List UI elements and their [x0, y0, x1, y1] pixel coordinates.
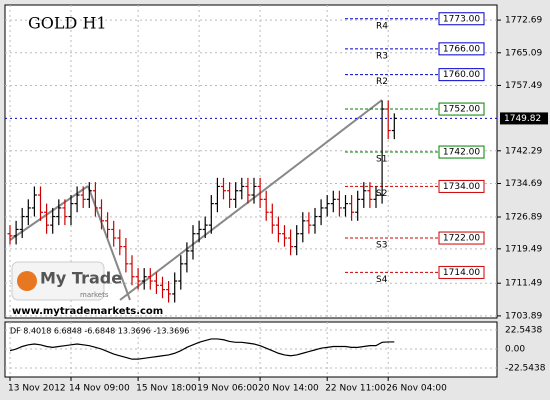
- x-tick-label: 22 Nov 11:00: [325, 384, 386, 394]
- level-box: [438, 231, 485, 245]
- level-name: R3: [376, 51, 388, 61]
- axes: 1772.69 1765.09 1757.49 1742.29 1734.69 1726.…: [8, 16, 548, 394]
- level-label: 1734.00: [443, 182, 480, 192]
- level-box: [438, 145, 485, 159]
- pivot-levels: R41773.00R31766.00R21760.001752.00S11742…: [5, 12, 497, 285]
- level-name: R4: [376, 21, 388, 31]
- level-label: 1760.00: [443, 70, 480, 80]
- brand-name: My Trade: [40, 269, 122, 288]
- level-box: [438, 179, 485, 193]
- y-tick-label: 1703.89: [505, 311, 542, 321]
- y-tick-label: 1734.69: [505, 179, 542, 189]
- indicator-line: [9, 338, 395, 360]
- indicator: 22.5438 0.00 -22.5438: [5, 326, 546, 374]
- indicator-tick-label: -22.5438: [505, 364, 546, 374]
- indicator-tick-label: 0.00: [505, 345, 525, 355]
- level-label: 1742.00: [443, 148, 480, 158]
- level-label: 1752.00: [443, 105, 480, 115]
- logo-box: [11, 261, 105, 301]
- trend-line: [119, 99, 383, 301]
- y-tick-label: 1742.29: [505, 146, 542, 156]
- level-box: [438, 12, 485, 26]
- price-bars: [7, 100, 397, 303]
- y-tick-label: 1765.09: [505, 48, 542, 58]
- x-tick-label: 20 Nov 14:00: [258, 384, 319, 394]
- last-price-label: 1749.82: [504, 114, 541, 124]
- level-box: [438, 265, 485, 279]
- level-name: S3: [376, 241, 387, 251]
- y-tick-label: 1757.49: [505, 81, 542, 91]
- indicator-tick-label: 22.5438: [505, 326, 542, 336]
- level-name: S4: [376, 275, 388, 285]
- level-label: 1773.00: [443, 14, 480, 24]
- level-box: [438, 68, 485, 82]
- grid: [5, 5, 497, 377]
- brand-url: www.mytrademarkets.com: [12, 306, 163, 317]
- last-price-box: [500, 112, 548, 125]
- trend-line: [9, 185, 89, 241]
- y-tick-label: 1726.89: [505, 213, 542, 223]
- level-label: 1714.00: [443, 268, 480, 278]
- y-tick-label: 1711.49: [505, 279, 542, 289]
- x-tick-label: 19 Nov 06:00: [197, 384, 258, 394]
- logo-icon: [17, 271, 37, 291]
- indicator-title: DF 8.4018 6.6848 -6.6848 13.3696 -13.369…: [10, 327, 189, 336]
- brand-sub: markets: [80, 291, 109, 299]
- level-box: [438, 102, 485, 116]
- y-tick-label: 1719.49: [505, 244, 542, 254]
- x-tick-label: 14 Nov 09:00: [69, 384, 130, 394]
- brand-logo: My Trade markets: [11, 261, 122, 301]
- level-label: 1766.00: [443, 44, 480, 54]
- x-tick-label: 13 Nov 2012: [8, 384, 66, 394]
- x-tick-label: 26 Nov 04:00: [386, 384, 447, 394]
- y-tick-label: 1772.69: [505, 16, 542, 26]
- level-name: R2: [376, 77, 388, 87]
- chart-title: GOLD H1: [28, 14, 107, 33]
- x-tick-label: 15 Nov 18:00: [136, 384, 197, 394]
- level-label: 1722.00: [443, 234, 480, 244]
- level-box: [438, 42, 485, 56]
